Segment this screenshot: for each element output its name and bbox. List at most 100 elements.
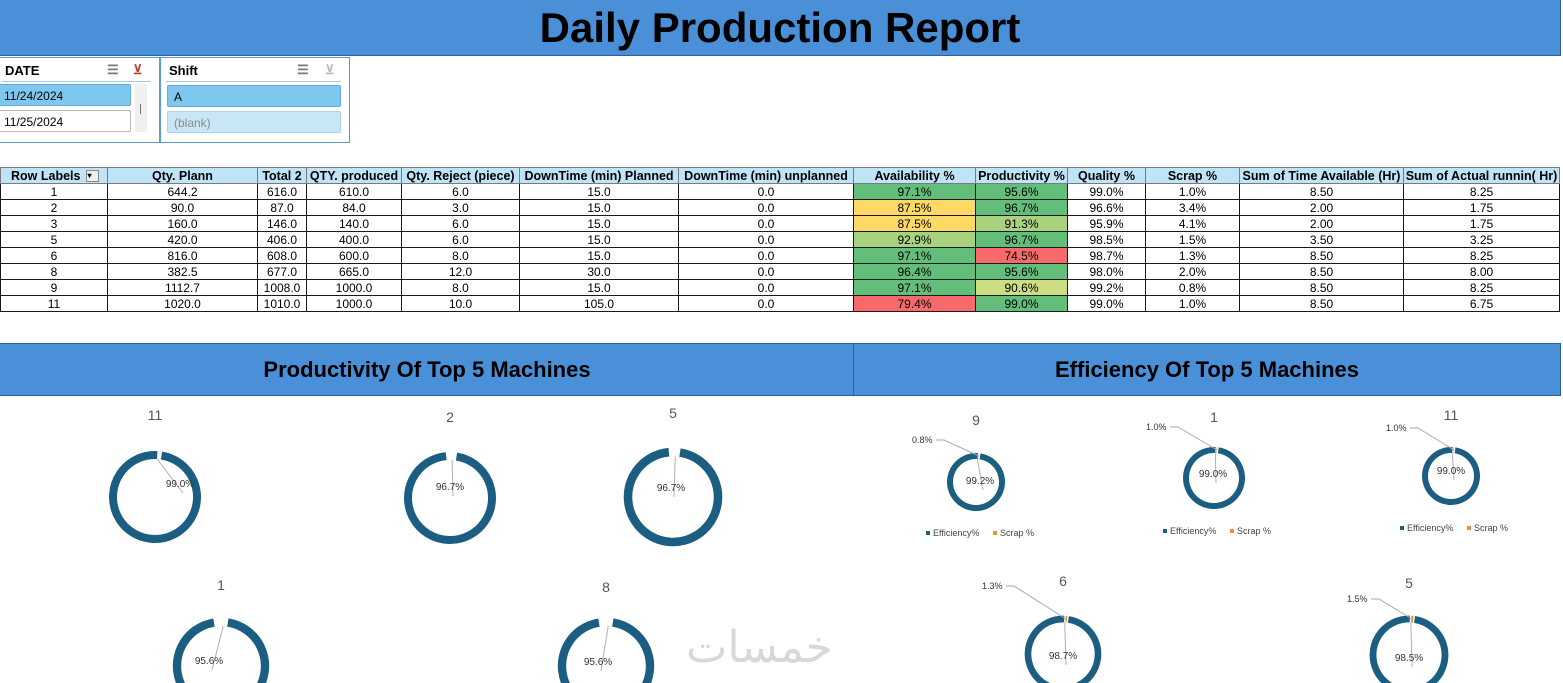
clear-filter-icon[interactable]: ⊻ (133, 62, 143, 77)
table-cell: 400.0 (306, 231, 402, 248)
table-cell: 97.1% (853, 279, 976, 296)
column-header: DownTime (min) Planned (519, 167, 679, 184)
table-cell: 1000.0 (306, 295, 402, 312)
divider (2, 81, 151, 82)
table-cell: 87.5% (853, 199, 976, 216)
data-label: 99.0% (166, 479, 194, 490)
table-cell: 6.75 (1403, 295, 1560, 312)
shift-slicer-header: Shift ☰ ⊻ (161, 58, 349, 82)
table-cell: 1.0% (1145, 295, 1240, 312)
filter-dropdown-icon[interactable]: ▾ (86, 170, 100, 183)
chart-title: 8 (602, 579, 610, 595)
date-slicer-item[interactable]: 11/25/2024 (0, 110, 131, 132)
table-row: 9 1112.7 1008.0 1000.0 8.0 15.0 0.0 97.1% 90.6% 9… (0, 279, 1560, 296)
table-cell: 1010.0 (257, 295, 307, 312)
donut-value-segment (947, 453, 1005, 511)
leader-line (976, 458, 984, 491)
table-cell: 2.0% (1145, 263, 1240, 280)
donut-value-segment (1183, 447, 1245, 509)
legend-label: Efficiency% (933, 528, 979, 538)
column-header: Total 2 (257, 167, 307, 184)
divider (166, 81, 341, 82)
legend-swatch (1400, 526, 1404, 530)
leader-line (211, 626, 224, 671)
date-slicer-item[interactable]: 11/24/2024 (0, 84, 131, 106)
donut-value-segment (557, 618, 655, 683)
legend-label: Scrap % (1474, 523, 1508, 533)
table-cell: 146.0 (257, 215, 307, 232)
donut-value-segment (109, 451, 201, 543)
chart-title: 1 (217, 577, 225, 593)
data-label: 1.5% (1347, 594, 1368, 604)
data-label: 95.6% (584, 657, 612, 668)
chart-title: 2 (446, 409, 454, 425)
chart-title: 9 (972, 412, 980, 428)
data-label: 1.0% (1146, 422, 1167, 432)
donut-value-segment (1369, 615, 1449, 683)
table-cell: 95.6% (975, 183, 1068, 200)
table-cell: 74.5% (975, 247, 1068, 264)
legend-swatch (1467, 526, 1471, 530)
table-cell: 91.3% (975, 215, 1068, 232)
chart-title: 11 (1444, 407, 1459, 423)
shift-slicer-label: Shift (169, 63, 198, 78)
table-cell: 99.2% (1067, 279, 1146, 296)
table-cell: 8.50 (1239, 295, 1404, 312)
leader-line (1371, 598, 1413, 620)
column-header: Sum of Actual runnin( Hr) (1403, 167, 1560, 184)
data-label: 99.0% (1437, 466, 1465, 477)
shift-slicer-item[interactable]: A (167, 85, 341, 107)
donut-value-segment (1024, 615, 1102, 683)
data-label: 96.7% (436, 482, 464, 493)
chart-title: 5 (669, 405, 677, 421)
productivity-section-header: Productivity Of Top 5 Machines (0, 343, 855, 396)
multi-select-icon[interactable]: ☰ (297, 62, 309, 77)
table-cell: 79.4% (853, 295, 976, 312)
leader-line (673, 456, 676, 498)
leader-line (156, 458, 184, 494)
chart-title: 11 (148, 407, 163, 423)
shift-slicer-item[interactable]: (blank) (167, 111, 341, 133)
table-cell: 11 (0, 295, 108, 312)
leader-line (936, 439, 980, 457)
date-slicer[interactable]: DATE ☰ ⊻ 11/24/2024 11/25/2024 (0, 57, 160, 143)
column-header: Qty. Plann (107, 167, 258, 184)
table-cell: 0.0 (678, 231, 854, 248)
report-header: Daily Production Report (0, 0, 1561, 56)
leader-line (1410, 427, 1455, 451)
table-cell: 616.0 (257, 183, 307, 200)
clear-filter-icon[interactable]: ⊻ (325, 62, 335, 77)
table-cell: 406.0 (257, 231, 307, 248)
table-cell: 97.1% (853, 247, 976, 264)
leader-line (1214, 452, 1217, 484)
slicer-scrollbar[interactable] (135, 84, 147, 132)
table-cell: 3.4% (1145, 199, 1240, 216)
table-cell: 1020.0 (107, 295, 258, 312)
chart-title: 6 (1059, 573, 1067, 589)
data-label: 1.0% (1386, 423, 1407, 433)
data-label: 0.8% (912, 435, 933, 445)
pivot-table: Row Labels ▾ Qty. Plann Total 2 QTY. produce… (0, 167, 1560, 312)
column-header: Quality % (1067, 167, 1146, 184)
legend-swatch (1163, 529, 1167, 533)
donut-value-segment (623, 447, 723, 547)
table-row: 1 644.2 616.0 610.0 6.0 15.0 0.0 97.1% 95.6% 99.0… (0, 183, 1560, 200)
table-cell: 0.0 (678, 295, 854, 312)
table-cell: 15.0 (519, 279, 679, 296)
multi-select-icon[interactable]: ☰ (107, 62, 119, 77)
leader-line (1170, 426, 1218, 451)
table-cell: 140.0 (306, 215, 402, 232)
table-cell: 15.0 (519, 247, 679, 264)
column-header: Sum of Time Available (Hr) (1239, 167, 1404, 184)
report-title: Daily Production Report (539, 4, 1021, 51)
pivot-header-row: Row Labels ▾ Qty. Plann Total 2 QTY. produce… (0, 167, 1560, 184)
column-header[interactable]: Row Labels ▾ (0, 167, 108, 184)
data-label: 99.2% (966, 476, 994, 487)
leader-line (600, 626, 609, 672)
data-label: 98.5% (1395, 653, 1423, 664)
leader-line (1410, 622, 1413, 668)
column-header: Availability % (853, 167, 976, 184)
shift-slicer[interactable]: Shift ☰ ⊻ A (blank) (160, 57, 350, 143)
table-cell: 99.0% (1067, 295, 1146, 312)
